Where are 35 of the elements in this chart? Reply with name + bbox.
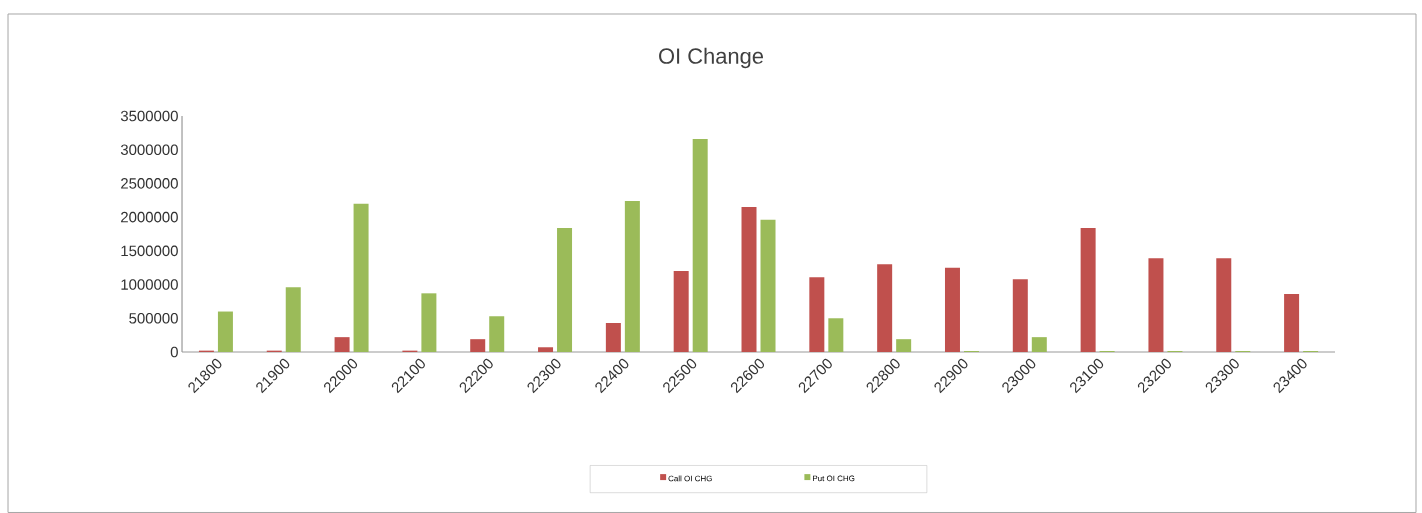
- bar: [1080, 227, 1096, 352]
- bar: [285, 287, 301, 352]
- bar: [353, 203, 369, 352]
- bar: [1031, 337, 1047, 352]
- bar: [1216, 258, 1232, 352]
- bar: [1148, 258, 1164, 352]
- y-tick-label: 1000000: [121, 279, 178, 290]
- bar: [896, 339, 912, 352]
- bar: [760, 219, 776, 352]
- chart-title: OI Change: [659, 47, 764, 69]
- y-tick-label: 2500000: [121, 178, 178, 189]
- bar: [1284, 294, 1300, 352]
- bar: [877, 264, 893, 352]
- bar: [673, 271, 689, 352]
- bar: [1012, 279, 1028, 352]
- bar: [944, 267, 960, 352]
- y-tick-label: 0: [170, 346, 178, 358]
- bar: [809, 277, 825, 352]
- bar: [489, 316, 505, 352]
- y-tick-label: 1500000: [121, 245, 178, 257]
- y-tick-label: 2000000: [121, 211, 178, 223]
- bar: [538, 347, 554, 352]
- bar: [421, 293, 437, 352]
- y-tick-label: 500000: [129, 312, 178, 324]
- bar: [828, 318, 844, 352]
- y-tick-label: 3000000: [120, 144, 178, 155]
- y-tick-label: 3500000: [120, 110, 178, 122]
- bar: [470, 339, 486, 352]
- bar: [692, 138, 708, 352]
- bar: [741, 207, 757, 352]
- bar: [557, 227, 573, 352]
- bar: [605, 322, 621, 352]
- bar: [334, 337, 350, 352]
- bar: [624, 200, 640, 352]
- bar: [217, 311, 233, 352]
